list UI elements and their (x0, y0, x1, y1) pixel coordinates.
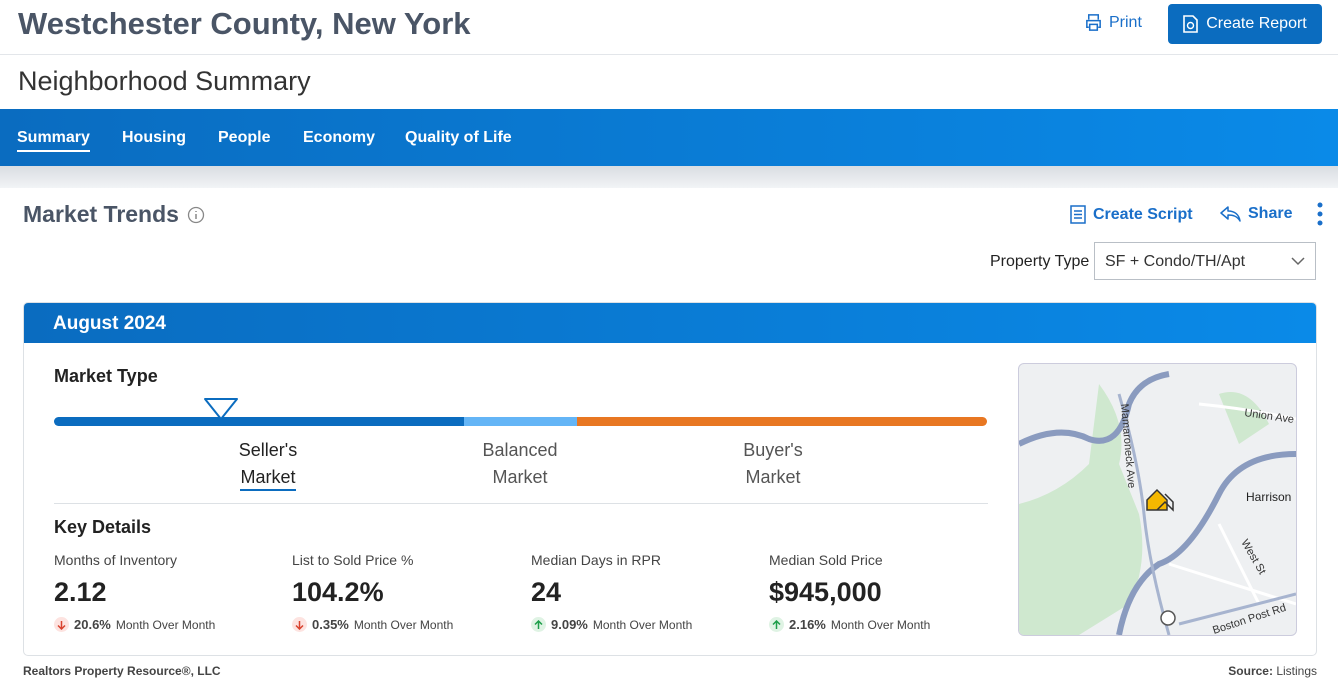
trend-arrow (531, 617, 546, 632)
change-value: 0.35% (312, 617, 349, 632)
create-script-link[interactable]: Create Script (1070, 205, 1193, 224)
create-script-label: Create Script (1093, 205, 1193, 223)
nav-bar: Summary Housing People Economy Quality of Li… (0, 109, 1338, 166)
detail: Months of Inventory 2.12 20.6% Month Over M… (54, 552, 215, 632)
footer-source: Source: Listings (1228, 664, 1317, 678)
trend-arrow (769, 617, 784, 632)
change-label: Month Over Month (830, 617, 931, 632)
divider (0, 54, 1338, 55)
market-type-line: Buyer's (743, 440, 803, 460)
section-title: Market Trends (23, 201, 205, 228)
nav-tab[interactable]: People (218, 129, 271, 146)
change-value: 20.6% (74, 617, 111, 632)
detail-label: Median Sold Price (769, 552, 883, 568)
info-icon[interactable] (187, 206, 205, 224)
detail-change: 2.16% Month Over Month (769, 617, 930, 632)
nav-tab[interactable]: Quality of Life (405, 129, 512, 146)
change-label: Month Over Month (353, 617, 454, 632)
detail-value: 24 (531, 577, 562, 607)
footer-credit: Realtors Property Resource®, LLC (23, 664, 221, 678)
page-subtitle: Neighborhood Summary (18, 66, 311, 96)
change-value: 9.09% (551, 617, 588, 632)
market-type-label: Seller's Market (188, 437, 348, 491)
create-report-button[interactable]: Create Report (1168, 4, 1322, 44)
source-label: Source: (1228, 664, 1273, 678)
trend-arrow (292, 617, 307, 632)
market-type-line: Seller's (238, 440, 298, 460)
key-details-title: Key Details (54, 517, 152, 537)
change-value: 2.16% (789, 617, 826, 632)
change-label: Month Over Month (592, 617, 693, 632)
nav-tab[interactable]: Summary (17, 129, 90, 152)
detail-value: 104.2% (292, 577, 384, 607)
page-heading: Westchester County, New York (18, 6, 471, 41)
detail-label: Median Days in RPR (531, 552, 661, 568)
property-type-select[interactable]: SF + Condo/TH/Apt (1094, 242, 1316, 280)
detail: Median Sold Price $945,000 2.16% Month Over… (769, 552, 930, 632)
more-menu[interactable] (1316, 201, 1324, 227)
market-type-label: Buyer's Market (693, 437, 853, 491)
market-type-line: Balanced (482, 440, 558, 460)
market-card: August 2024 (23, 302, 1317, 656)
market-type-label: Balanced Market (440, 437, 600, 491)
report-icon (1183, 15, 1199, 33)
chevron (1291, 257, 1305, 266)
section-title-text: Market Trends (23, 201, 179, 227)
market-type-title: Market Type (54, 366, 158, 386)
card-header: August 2024 (24, 303, 1316, 343)
detail-label: Months of Inventory (54, 552, 177, 568)
share-link[interactable]: Share (1220, 205, 1292, 223)
detail: Median Days in RPR 24 9.09% Month Over Mont… (531, 552, 692, 632)
trend-arrow (54, 617, 69, 632)
market-type-line: Market (240, 465, 296, 491)
detail-value: 2.12 (54, 577, 107, 607)
detail-value: $945,000 (769, 577, 882, 607)
change-label: Month Over Month (115, 617, 216, 632)
market-type-bar (54, 398, 987, 426)
market-type-line: Market (492, 467, 548, 487)
period: August 2024 (53, 313, 166, 334)
script-icon (1070, 205, 1086, 224)
print-icon (1086, 14, 1101, 31)
source-value: Listings (1276, 664, 1317, 678)
nav-tab[interactable]: Economy (303, 129, 376, 146)
property-type-value: SF + Condo/TH/Apt (1105, 253, 1246, 270)
detail-change: 9.09% Month Over Month (531, 617, 692, 632)
share-icon (1220, 205, 1241, 222)
create-report-label: Create Report (1206, 15, 1307, 32)
map-graphic: Union Ave Mamaroneck Ave Harrison West S… (1019, 371, 1296, 635)
nav-tab[interactable]: Housing (122, 129, 186, 146)
map-label: Harrison (1246, 490, 1291, 504)
detail: List to Sold Price % 104.2% 0.35% Month Ove… (292, 552, 453, 632)
shadow-band (0, 166, 1338, 188)
map[interactable]: Union Ave Mamaroneck Ave Harrison West S… (1018, 363, 1297, 636)
market-type-line: Market (745, 467, 801, 487)
property-type-label: Property Type (990, 253, 1090, 270)
share-label: Share (1248, 205, 1293, 222)
detail-label: List to Sold Price % (292, 552, 414, 568)
detail-change: 20.6% Month Over Month (54, 617, 215, 632)
print-button[interactable]: Print (1084, 13, 1142, 32)
print-label: Print (1109, 13, 1142, 31)
divider (54, 503, 988, 504)
detail-change: 0.35% Month Over Month (292, 617, 453, 632)
